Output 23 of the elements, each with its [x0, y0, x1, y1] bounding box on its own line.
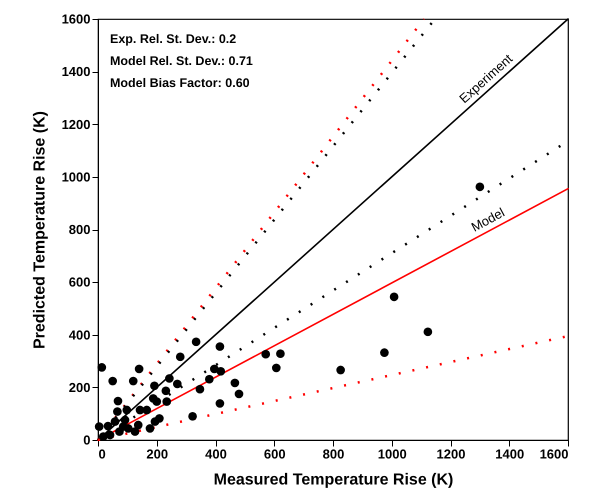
y-tick-label: 400 — [68, 327, 90, 342]
x-tick-label: 400 — [205, 446, 227, 462]
annotation: Model Bias Factor: 0.60 — [110, 76, 250, 90]
x-tick-label: 600 — [264, 446, 286, 462]
x-tick-label: 1400 — [495, 446, 524, 462]
y-tick-label: 1600 — [62, 12, 90, 26]
y-tick-label: 200 — [68, 380, 90, 395]
y-tick-label: 1000 — [62, 169, 90, 184]
x-tick-label: 200 — [146, 446, 168, 462]
x-tick-label: 1000 — [378, 446, 407, 462]
y-tick-label: 0 — [83, 432, 90, 448]
y-tick-label: 1400 — [62, 64, 90, 80]
annotation: Model Rel. St. Dev.: 0.71 — [110, 54, 253, 68]
x-tick-label: 800 — [322, 446, 344, 462]
y-axis-title: Predicted Temperature Rise (K) — [32, 111, 49, 349]
x-tick-label: 0 — [98, 446, 106, 462]
y-tick-label: 600 — [68, 274, 90, 290]
y-tick-label: 800 — [68, 222, 90, 237]
annotation: Exp. Rel. St. Dev.: 0.2 — [110, 32, 236, 46]
x-tick-label: 1200 — [436, 446, 466, 462]
y-tick-label: 1200 — [62, 116, 90, 132]
x-tick-label: 1600 — [540, 446, 568, 462]
x-axis-title: Measured Temperature Rise (K) — [214, 472, 454, 488]
